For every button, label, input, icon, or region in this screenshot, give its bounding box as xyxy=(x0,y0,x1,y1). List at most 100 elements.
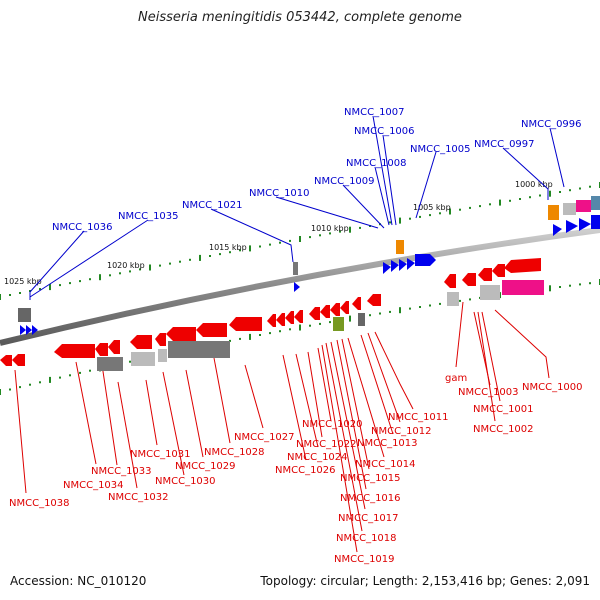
gene-box-orange xyxy=(548,205,559,220)
minor-tick xyxy=(259,334,261,336)
minor-tick xyxy=(309,324,311,327)
major-tick xyxy=(99,274,101,281)
minor-tick xyxy=(69,282,71,285)
gene-label-nmcc-1016: NMCC_1016 xyxy=(340,493,401,504)
gene-box-olive xyxy=(333,317,344,331)
major-tick xyxy=(299,324,301,331)
gene-label-nmcc-1013: NMCC_1013 xyxy=(357,438,418,449)
minor-tick xyxy=(59,376,61,379)
minor-tick xyxy=(319,322,321,325)
gene-arrow xyxy=(0,355,12,366)
minor-tick xyxy=(89,278,91,281)
minor-tick xyxy=(269,332,271,335)
gene-arrow xyxy=(391,260,399,272)
minor-tick xyxy=(159,264,161,267)
minor-tick xyxy=(119,272,121,275)
minor-tick xyxy=(229,339,231,342)
gene-arrow xyxy=(566,220,578,233)
major-tick xyxy=(399,217,401,224)
major-tick xyxy=(449,208,451,215)
gene-arrow xyxy=(276,313,285,326)
major-tick xyxy=(249,245,251,252)
gene-label-nmcc-1036: NMCC_1036 xyxy=(52,222,113,233)
gene-arrow xyxy=(229,317,262,331)
gene-box-magenta xyxy=(502,280,544,295)
gene-box-light-gray xyxy=(480,285,500,300)
minor-tick xyxy=(229,251,231,254)
gene-box-gray xyxy=(168,341,230,358)
gene-label-gam: gam xyxy=(445,373,467,384)
minor-tick xyxy=(389,310,391,313)
minor-tick xyxy=(409,217,411,220)
minor-tick xyxy=(469,206,471,209)
gene-box-gray xyxy=(97,357,123,371)
gene-arrow xyxy=(415,254,436,266)
minor-tick xyxy=(559,286,561,288)
minor-tick xyxy=(439,212,441,215)
major-tick xyxy=(149,264,151,271)
gene-arrow xyxy=(462,273,476,286)
gene-box-gray xyxy=(293,262,298,275)
minor-tick xyxy=(519,198,521,200)
minor-tick xyxy=(189,258,191,261)
gene-arrow xyxy=(504,258,541,273)
gene-arrow xyxy=(579,218,591,231)
major-tick xyxy=(499,199,501,206)
gene-arrow xyxy=(108,340,120,354)
gene-box-steel xyxy=(591,196,600,210)
minor-tick xyxy=(579,187,581,190)
forward-genes xyxy=(18,196,600,335)
scale-label-1025: 1025 kbp xyxy=(4,277,42,286)
gene-arrow xyxy=(399,259,407,271)
gene-arrow xyxy=(492,264,505,277)
minor-tick xyxy=(539,194,541,197)
minor-tick xyxy=(529,196,531,199)
major-tick xyxy=(349,315,351,322)
gene-label-nmcc-1032: NMCC_1032 xyxy=(108,492,169,503)
gene-arrow xyxy=(367,294,381,306)
minor-tick xyxy=(459,208,461,211)
minor-tick xyxy=(239,249,241,252)
gene-arrow xyxy=(54,344,95,358)
gene-label-nmcc-1038: NMCC_1038 xyxy=(9,498,70,509)
minor-tick xyxy=(9,388,11,391)
minor-tick xyxy=(389,221,391,224)
gene-label-nmcc-0996: NMCC_0996 xyxy=(521,119,582,130)
gene-label-nmcc-1033: NMCC_1033 xyxy=(91,466,152,477)
gene-label-nmcc-1031: NMCC_1031 xyxy=(130,449,191,460)
gene-arrow xyxy=(330,303,340,316)
gene-label-nmcc-1006: NMCC_1006 xyxy=(354,126,415,137)
minor-tick xyxy=(489,203,491,206)
gene-arrow xyxy=(155,333,166,346)
gene-label-nmcc-1011: NMCC_1011 xyxy=(388,412,449,423)
accession-text: Accession: NC_010120 xyxy=(10,574,147,588)
minor-tick xyxy=(419,215,421,218)
major-tick xyxy=(399,307,401,314)
gene-label-nmcc-1022: NMCC_1022 xyxy=(296,439,357,450)
minor-tick xyxy=(429,304,431,307)
minor-tick xyxy=(279,241,281,244)
minor-tick xyxy=(439,302,441,305)
minor-tick xyxy=(259,245,261,248)
forward-gene-labels: NMCC_1036 NMCC_1035 NMCC_1021 NMCC_1010 … xyxy=(52,107,582,233)
minor-tick xyxy=(129,270,131,273)
minor-tick xyxy=(9,294,11,296)
gene-arrow xyxy=(407,258,415,270)
gene-label-nmcc-1030: NMCC_1030 xyxy=(155,476,216,487)
minor-tick xyxy=(329,232,331,235)
minor-tick xyxy=(589,282,591,285)
gene-label-nmcc-1029: NMCC_1029 xyxy=(175,461,236,472)
minor-tick xyxy=(579,283,581,286)
major-tick xyxy=(49,376,51,383)
minor-tick xyxy=(459,299,461,302)
minor-tick xyxy=(429,214,431,217)
minor-tick xyxy=(39,288,41,290)
scale-label-1015: 1015 kbp xyxy=(209,243,247,252)
gene-box-magenta xyxy=(576,200,591,212)
minor-tick xyxy=(79,371,81,374)
major-tick xyxy=(199,254,201,261)
forward-leader-lines xyxy=(29,115,565,300)
minor-tick xyxy=(339,230,341,233)
gene-box-light-gray xyxy=(158,349,167,362)
gene-label-nmcc-1003: NMCC_1003 xyxy=(458,387,519,398)
